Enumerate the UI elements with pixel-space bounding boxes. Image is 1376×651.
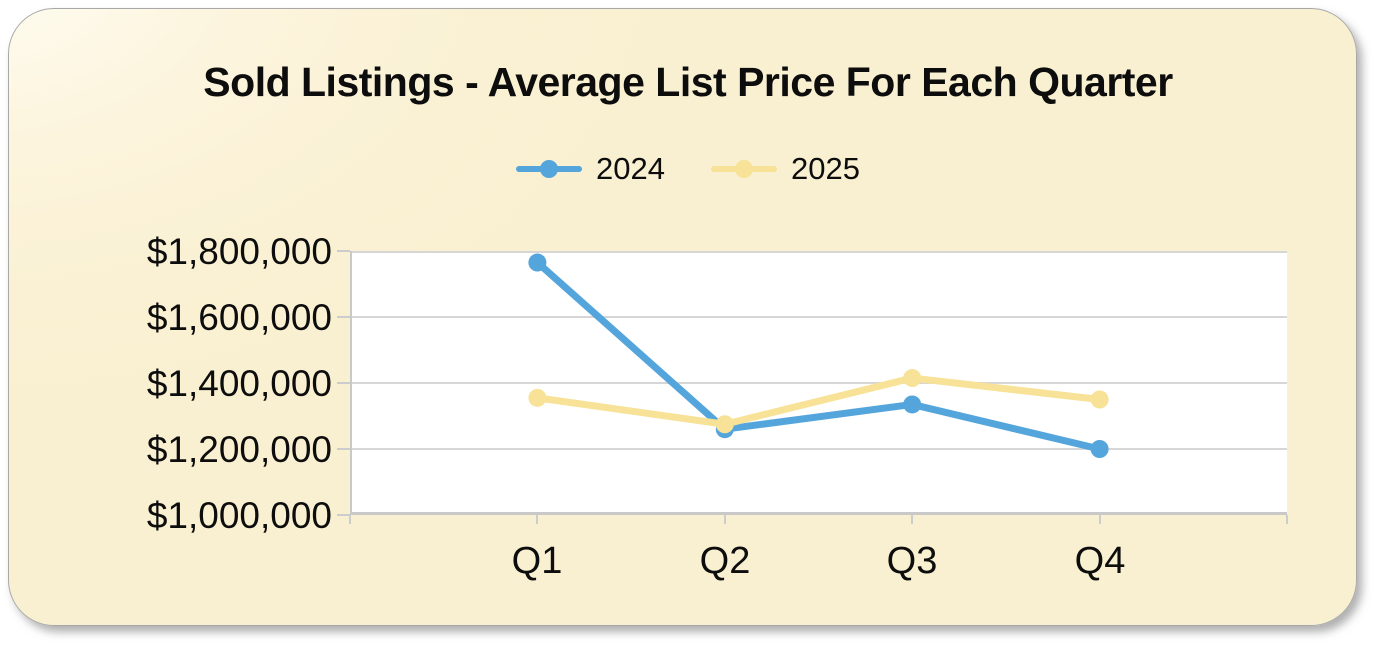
x-axis-label: Q4 [1074, 540, 1126, 582]
y-axis-label: $1,200,000 [146, 429, 332, 470]
chart-title: Sold Listings - Average List Price For E… [203, 59, 1173, 105]
y-axis-tick [337, 514, 350, 516]
data-point-2024-Q4 [1090, 440, 1109, 458]
x-axis-tick [536, 515, 539, 524]
x-axis-label: Q3 [886, 540, 938, 582]
legend-item-2024: 2024 [516, 151, 665, 187]
y-axis-tick [337, 316, 350, 318]
legend-dot-2025 [735, 160, 753, 178]
legend-item-2025: 2025 [711, 151, 860, 187]
y-axis-tick [337, 382, 350, 384]
legend-dot-2024 [540, 160, 559, 178]
series-line-2024 [533, 259, 1104, 453]
x-axis-tick [349, 515, 351, 524]
legend-marker-2025-icon [711, 159, 777, 179]
x-axis-tick [1098, 515, 1101, 524]
data-point-2025-Q3 [903, 369, 922, 388]
y-axis-tick [337, 250, 350, 252]
data-point-2025-Q4 [1090, 390, 1109, 409]
y-axis-label: $1,000,000 [146, 495, 332, 536]
x-axis-label: Q1 [511, 540, 563, 582]
y-axis-label: $1,600,000 [146, 297, 332, 338]
legend: 2024 2025 [0, 150, 1376, 188]
data-point-2024-Q1 [528, 253, 547, 272]
x-axis-tick [911, 515, 914, 524]
x-axis-tick [1286, 515, 1288, 524]
series-line-2025 [533, 374, 1104, 428]
legend-label-2024: 2024 [596, 151, 665, 186]
x-axis-label: Q2 [699, 540, 751, 582]
y-axis-tick [337, 448, 350, 450]
x-axis-tick [723, 515, 726, 524]
data-point-2025-Q2 [715, 415, 734, 434]
y-axis-label: $1,400,000 [146, 363, 332, 404]
legend-marker-2024-icon [516, 159, 583, 179]
line-chart-canvas [350, 251, 1287, 515]
data-point-2024-Q3 [903, 395, 922, 414]
plot-area [350, 251, 1287, 515]
legend-label-2025: 2025 [791, 151, 860, 186]
data-point-2025-Q1 [528, 388, 547, 407]
y-axis-label: $1,800,000 [146, 231, 332, 272]
